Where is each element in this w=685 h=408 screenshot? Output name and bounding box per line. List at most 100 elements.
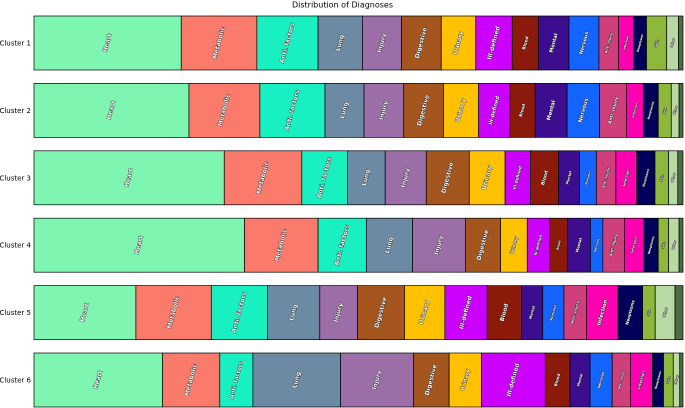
bar-segment-blood-cluster-3 xyxy=(530,150,559,206)
bar-segment-anti-factors-cluster-4 xyxy=(317,217,367,273)
segment-label-neoplasms-cluster-6: Neoplasms xyxy=(654,370,663,389)
segment-label-infection-cluster-6: Infection xyxy=(637,370,646,389)
y-tick-label-cluster-4: Cluster 4 xyxy=(0,242,32,250)
bar-segment-metabolic-cluster-4 xyxy=(244,217,319,273)
bar-segment-lung-cluster-3 xyxy=(347,150,386,206)
segment-label-blood-cluster-5: Blood xyxy=(500,303,510,322)
segment-label-infection-cluster-4: Infection xyxy=(630,236,638,254)
bar-segment-injury-cluster-6 xyxy=(340,352,414,408)
y-tick-label-cluster-1: Cluster 1 xyxy=(0,40,31,48)
segment-label-mental-cluster-6: Mental xyxy=(576,373,583,387)
y-tick-label-cluster-2: Cluster 2 xyxy=(0,107,31,115)
y-tick-label-cluster-6: Cluster 6 xyxy=(0,377,32,385)
segment-label-neoplasms-cluster-2: Neoplasms xyxy=(646,101,655,120)
segment-label-skin-cluster-4: Skin xyxy=(661,241,667,249)
bar-segment-lung-cluster-5 xyxy=(267,285,321,340)
segment-label-skin-cluster-5: Skin xyxy=(646,309,652,317)
bar-segment-ill-defined-cluster-6 xyxy=(481,352,546,408)
bar-segment-minor-cluster-4 xyxy=(678,217,684,273)
segment-label-urinary-cluster-4: Urinary xyxy=(509,235,520,255)
segment-label-lung-cluster-2: Lung xyxy=(339,101,350,119)
segment-label-lung-cluster-4: Lung xyxy=(384,236,395,254)
segment-label-mental-cluster-5: Mental xyxy=(528,306,535,320)
bar-segment-heart-cluster-6 xyxy=(33,352,163,408)
bar-segment-anti-injury-cluster-2 xyxy=(599,83,627,138)
segment-label-infection-cluster-2: Infection xyxy=(631,103,639,119)
bar-segment-anti-factors-cluster-3 xyxy=(301,150,348,206)
bar-segment-blood-cluster-1 xyxy=(511,15,539,71)
bar-segment-heart-cluster-5 xyxy=(33,285,137,340)
segment-label-lung-cluster-5: Lung xyxy=(288,304,299,322)
segment-label-lung-cluster-1: Lung xyxy=(335,34,346,52)
bar-segment-heart-cluster-4 xyxy=(33,217,245,273)
bars-group: Heart Metabolic Anti. factors Lung Injury Dig… xyxy=(33,15,684,408)
bar-segment-ill-defined-cluster-3 xyxy=(504,150,531,206)
segment-label-other-cluster-2: Other xyxy=(672,105,678,116)
segment-label-skin-cluster-3: Skin xyxy=(659,174,665,182)
bar-segment-metabolic-cluster-3 xyxy=(223,150,303,206)
bar-segment-minor-cluster-6 xyxy=(679,352,684,408)
segment-label-anti-injury-cluster-4: Anti. Injury xyxy=(609,233,619,257)
chart-title: Distribution of Diagnoses xyxy=(292,1,393,10)
bar-segment-ill-defined-cluster-5 xyxy=(444,285,488,340)
bar-segment-mental-cluster-2 xyxy=(534,83,568,138)
bar-segment-nervous-cluster-2 xyxy=(566,83,601,138)
segment-label-skin-cluster-6: Skin xyxy=(665,376,671,384)
segment-label-anti-injury-cluster-1: Anti. Injury xyxy=(604,32,613,54)
bar-segment-neoplasms-cluster-5 xyxy=(617,285,643,340)
segment-label-other-cluster-4: Other xyxy=(671,240,677,251)
bar-segment-minor-cluster-2 xyxy=(678,83,684,138)
bar-segment-metabolic-cluster-6 xyxy=(162,352,221,408)
bar-segment-anti-factors-cluster-5 xyxy=(210,285,268,340)
segment-label-blood-cluster-4: Blood xyxy=(555,240,561,250)
bar-segment-injury-cluster-1 xyxy=(362,15,402,71)
bar-segment-mental-cluster-1 xyxy=(537,15,570,71)
segment-label-anti-injury-cluster-6: Anti. Injury xyxy=(617,370,626,389)
segment-label-neoplasms-cluster-4: Neoplasms xyxy=(647,236,656,255)
bar-segment-ill-defined-cluster-2 xyxy=(478,83,511,138)
bar-segment-minor-cluster-3 xyxy=(677,150,684,206)
bar-segment-lung-cluster-4 xyxy=(365,217,413,273)
bar-segment-injury-cluster-5 xyxy=(319,285,358,340)
bar-segment-urinary-cluster-3 xyxy=(468,150,506,206)
segment-label-nervous-cluster-5: Nervous xyxy=(549,304,557,321)
bar-segment-blood-cluster-2 xyxy=(509,83,536,138)
bar-segment-lung-cluster-2 xyxy=(324,83,365,138)
bar-segment-heart-cluster-2 xyxy=(33,83,190,138)
bar-segment-lung-cluster-6 xyxy=(252,352,341,408)
y-tick-label-cluster-5: Cluster 5 xyxy=(0,309,31,317)
bar-segment-digestive-cluster-6 xyxy=(413,352,450,408)
y-tick-label-cluster-3: Cluster 3 xyxy=(0,174,31,182)
bar-segment-metabolic-cluster-2 xyxy=(188,83,261,138)
bar-segment-minor-cluster-5 xyxy=(674,285,684,340)
bar-segment-ill-defined-cluster-1 xyxy=(475,15,513,71)
segment-label-other-cluster-6: Other xyxy=(673,374,679,385)
segment-label-lung-cluster-6: Lung xyxy=(291,371,302,389)
y-axis-labels: Cluster 1 Cluster 2 Cluster 3 Cluster 4 Clus… xyxy=(0,40,32,385)
segment-label-mental-cluster-3: Mental xyxy=(565,171,572,185)
bar-segment-infection-cluster-5 xyxy=(586,285,619,340)
bar-segment-blood-cluster-5 xyxy=(486,285,522,340)
segment-label-neoplasms-cluster-1: Neoplasms xyxy=(636,33,645,52)
segment-label-nervous-cluster-3: Nervous xyxy=(584,170,592,185)
segment-label-skin-cluster-2: Skin xyxy=(662,106,668,114)
segment-label-neoplasms-cluster-3: Neoplasms xyxy=(642,168,651,187)
segment-label-mental-cluster-4: Mental xyxy=(574,237,583,253)
bar-segment-urinary-cluster-4 xyxy=(500,217,528,273)
bar-segment-lung-cluster-1 xyxy=(317,15,363,71)
segment-label-ill-defined-cluster-4: Ill-defined xyxy=(534,234,543,256)
segment-label-anti-injury-cluster-5: Anti. Injury xyxy=(570,300,580,324)
bar-segment-anti-factors-cluster-2 xyxy=(259,83,326,138)
bar-segment-injury-cluster-4 xyxy=(412,217,466,273)
segment-label-nervous-cluster-6: Nervous xyxy=(597,370,606,388)
segment-label-mental-cluster-1: Mental xyxy=(549,33,560,54)
bar-segment-digestive-cluster-4 xyxy=(465,217,501,273)
segment-label-blood-cluster-3: Blood xyxy=(540,170,550,186)
segment-label-other-cluster-1: Other xyxy=(669,37,675,48)
segment-label-nervous-cluster-4: Nervous xyxy=(593,238,601,253)
bar-segment-urinary-cluster-6 xyxy=(448,352,482,408)
bar-segment-nervous-cluster-1 xyxy=(568,15,600,71)
bar-segment-metabolic-cluster-1 xyxy=(180,15,258,71)
segment-label-blood-cluster-2: Blood xyxy=(518,103,526,117)
